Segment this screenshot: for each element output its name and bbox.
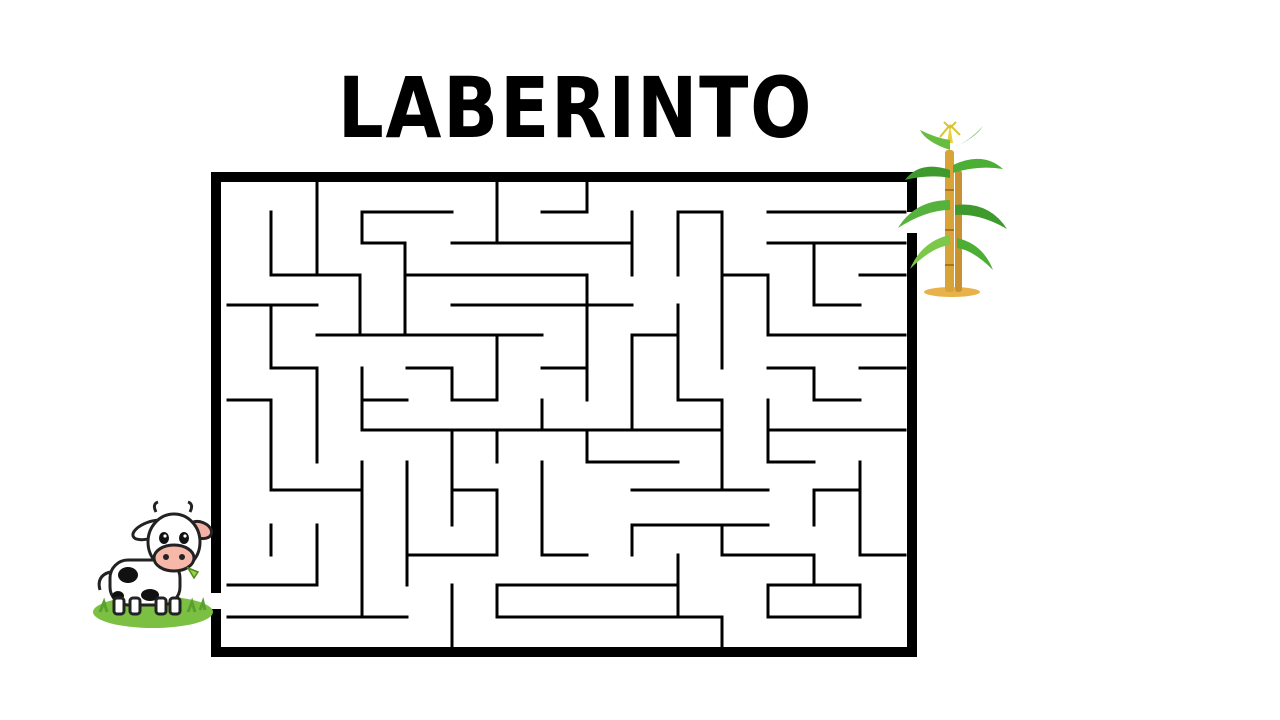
corn-plant-icon — [898, 121, 1007, 297]
page-title: LABERINTO — [337, 59, 814, 157]
cow-icon — [93, 500, 214, 628]
maze-inner-walls — [226, 181, 907, 649]
maze-outer-walls — [211, 172, 917, 657]
